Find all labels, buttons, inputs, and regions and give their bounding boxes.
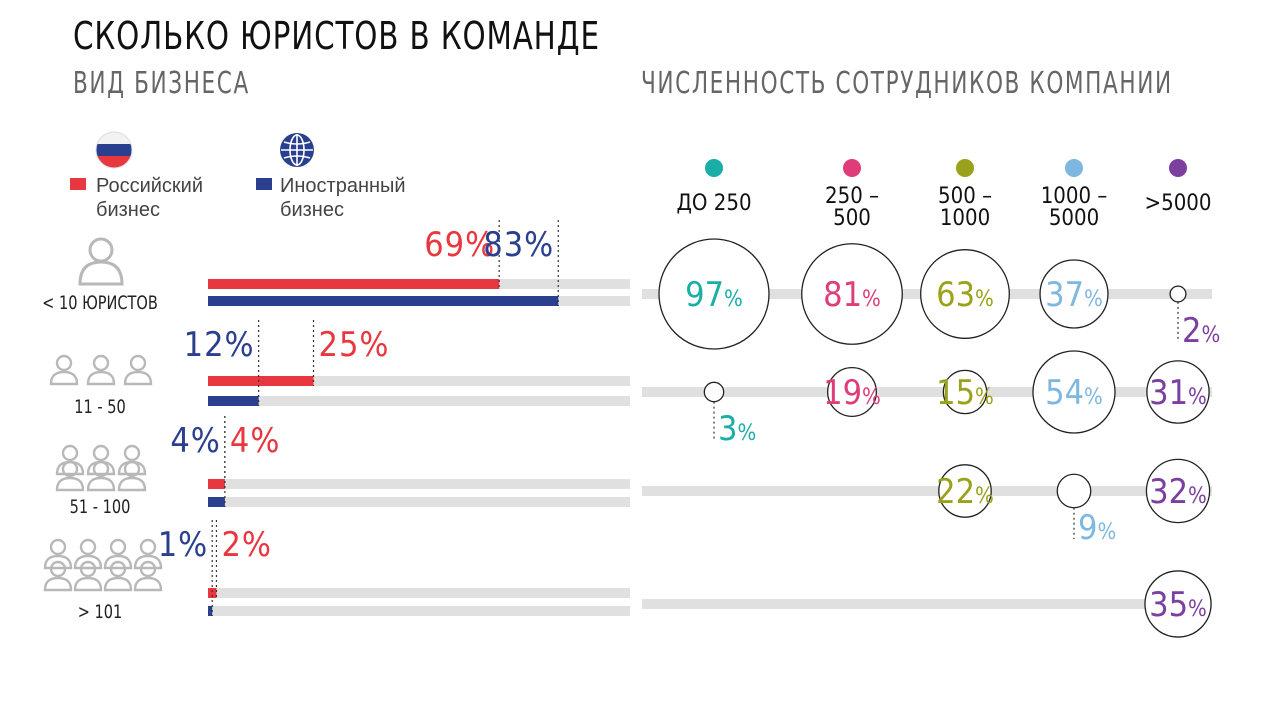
bar-label-3-russian: 4% xyxy=(230,421,281,461)
bar-russian-2 xyxy=(208,376,314,386)
column-header-3: 500 – xyxy=(938,184,992,209)
column-dot-5 xyxy=(1169,159,1187,177)
page-title: СКОЛЬКО ЮРИСТОВ В КОМАНДЕ xyxy=(73,14,600,58)
bar-track-russian-2 xyxy=(208,376,630,386)
russia-flag-icon xyxy=(95,131,133,169)
bar-label-4-russian: 2% xyxy=(221,525,272,565)
bar-label-1-russian: 69% xyxy=(424,225,495,265)
bubble-label-1-3: 63% xyxy=(936,275,994,315)
bubble-4-5 xyxy=(1144,570,1212,638)
bubble-track-4 xyxy=(642,599,1212,609)
bubble-label-1-2: 81% xyxy=(823,275,881,315)
bar-foreign-4 xyxy=(208,606,213,616)
column-header-4: 5000 xyxy=(1049,206,1099,231)
left-subtitle: ВИД БИЗНЕСА xyxy=(73,66,250,101)
bar-track-foreign-2 xyxy=(208,396,630,406)
bubble-2-3 xyxy=(942,369,988,415)
bar-label-1-foreign: 83% xyxy=(483,225,554,265)
legend-russian-swatch xyxy=(70,178,86,190)
bubble-1-4 xyxy=(1039,259,1109,329)
column-dot-1 xyxy=(705,159,723,177)
bubble-1-2 xyxy=(801,243,903,345)
bubble-label-3-5: 32% xyxy=(1149,472,1207,512)
bubble-2-4 xyxy=(1032,350,1116,434)
bubble-track-3 xyxy=(642,486,1212,496)
row-label-2: 11 - 50 xyxy=(74,396,126,418)
column-header-4: 1000 – xyxy=(1041,184,1108,209)
bubble-1-5 xyxy=(1169,285,1187,303)
row-label-4: > 101 xyxy=(77,601,123,623)
column-dot-2 xyxy=(843,159,861,177)
column-header-3: 1000 xyxy=(940,206,990,231)
row-label-1: < 10 ЮРИСТОВ xyxy=(42,292,158,314)
bubble-label-3-4: 9% xyxy=(1078,508,1116,548)
bubble-label-1-5: 2% xyxy=(1182,311,1220,351)
bubble-3-3 xyxy=(938,464,992,518)
bubble-label-2-5: 31% xyxy=(1149,373,1207,413)
bar-russian-4 xyxy=(208,588,217,598)
bubble-label-2-3: 15% xyxy=(936,373,994,413)
legend-foreign-swatch xyxy=(256,178,272,190)
bubble-2-5 xyxy=(1146,360,1210,424)
bar-russian-1 xyxy=(208,279,500,289)
bubble-3-5 xyxy=(1145,458,1211,524)
globe-icon xyxy=(280,133,314,167)
bar-foreign-3 xyxy=(208,497,225,507)
bar-track-foreign-4 xyxy=(208,606,630,616)
bubble-label-2-2: 19% xyxy=(823,373,881,413)
bubble-label-2-1: 3% xyxy=(718,409,756,449)
bubble-label-3-3: 22% xyxy=(936,472,994,512)
column-header-1: ДО 250 xyxy=(676,191,751,216)
bubble-2-1 xyxy=(703,381,725,403)
bubble-track-2 xyxy=(642,387,1212,397)
row-label-3: 51 - 100 xyxy=(69,496,131,518)
bubble-label-4-5: 35% xyxy=(1149,585,1207,625)
bubble-label-1-4: 37% xyxy=(1045,275,1103,315)
bar-label-3-foreign: 4% xyxy=(170,421,221,461)
right-subtitle: ЧИСЛЕННОСТЬ СОТРУДНИКОВ КОМПАНИИ xyxy=(641,66,1173,101)
column-dot-4 xyxy=(1065,159,1083,177)
bar-track-russian-4 xyxy=(208,588,630,598)
column-header-5: >5000 xyxy=(1145,191,1212,216)
bubble-1-3 xyxy=(920,249,1010,339)
bar-track-russian-3 xyxy=(208,479,630,489)
bubble-2-2 xyxy=(827,367,877,417)
bubble-3-4 xyxy=(1056,473,1092,509)
bar-russian-3 xyxy=(208,479,225,489)
bubble-label-2-4: 54% xyxy=(1045,373,1103,413)
bubble-1-1 xyxy=(658,238,770,350)
column-dot-3 xyxy=(956,159,974,177)
column-header-2: 500 xyxy=(833,206,871,231)
column-header-2: 250 – xyxy=(825,184,879,209)
bar-label-2-foreign: 12% xyxy=(184,325,255,365)
legend-foreign-label: Иностранный бизнес xyxy=(280,175,406,221)
bar-label-2-russian: 25% xyxy=(319,325,390,365)
bar-track-foreign-3 xyxy=(208,497,630,507)
bar-label-4-foreign: 1% xyxy=(158,525,209,565)
legend-russian-label: Российский бизнес xyxy=(96,175,204,221)
bar-foreign-1 xyxy=(208,296,559,306)
bubble-label-1-1: 97% xyxy=(685,275,743,315)
bar-foreign-2 xyxy=(208,396,259,406)
